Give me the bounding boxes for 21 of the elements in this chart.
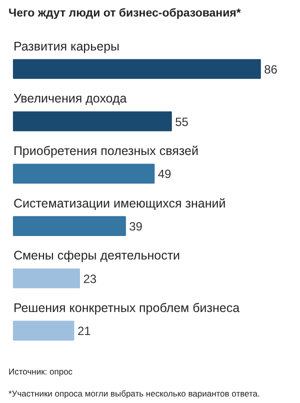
text: *Участники опроса могли выбрать несколько вариантов ответа.	[8, 388, 260, 398]
data-label: 49	[158, 167, 172, 182]
bar	[12, 164, 155, 184]
bar	[12, 268, 80, 288]
y-tick-label: Приобретения полезных связей	[13, 144, 198, 158]
data-label: 39	[129, 220, 143, 234]
bar	[12, 216, 126, 236]
y-tick-label: Увеличения дохода	[13, 92, 127, 106]
data-label: 86	[264, 62, 278, 76]
data-label: 21	[77, 324, 92, 338]
y-tick-label: Систематизации имеющихся знаний	[13, 196, 226, 210]
y-tick-label: Развития карьеры	[13, 39, 120, 54]
y-tick-label: Решения конкретных проблем бизнеса	[13, 301, 240, 316]
chart-title: Чего ждут люди от бизнес-образования*	[8, 8, 242, 20]
data-label: 23	[83, 272, 97, 286]
bar	[12, 59, 261, 79]
data-label: 55	[175, 114, 189, 129]
y-tick-label: Смены сферы деятельности	[13, 248, 180, 263]
bar	[12, 111, 172, 132]
bar	[12, 320, 74, 341]
text: Источник: опрос	[8, 366, 74, 376]
